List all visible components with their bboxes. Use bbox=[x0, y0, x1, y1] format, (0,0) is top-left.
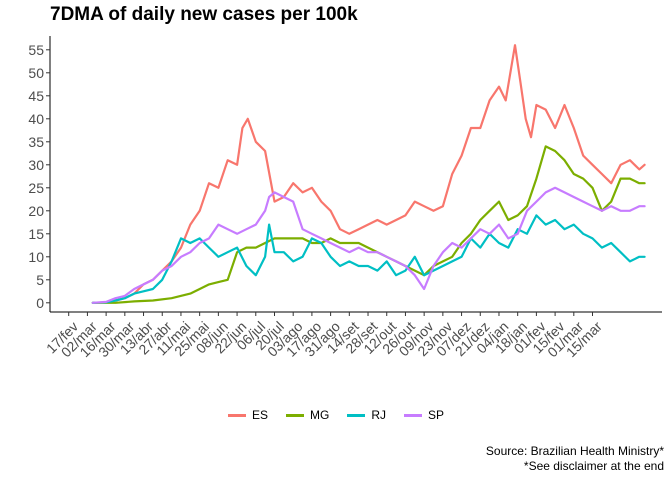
series-line-rj bbox=[91, 214, 646, 304]
y-tick-label: 25 bbox=[28, 180, 44, 196]
series-line-sp bbox=[91, 186, 646, 304]
caption-disclaimer: *See disclaimer at the end bbox=[523, 459, 664, 473]
y-tick-label: 0 bbox=[36, 295, 44, 311]
y-tick-label: 20 bbox=[28, 203, 44, 219]
legend-item-rj: RJ bbox=[347, 408, 386, 422]
y-tick-label: 55 bbox=[28, 42, 44, 58]
legend-label-es: ES bbox=[251, 408, 268, 422]
y-tick-label: 10 bbox=[28, 249, 44, 265]
legend: ES MG RJ SP bbox=[0, 408, 672, 422]
legend-swatch-sp bbox=[404, 413, 422, 417]
y-axis: 0 5 10 15 20 25 30 35 40 45 50 55 bbox=[28, 36, 51, 312]
legend-swatch-rj bbox=[347, 413, 366, 417]
caption-source: Source: Brazilian Health Ministry* bbox=[485, 444, 664, 458]
legend-label-rj: RJ bbox=[371, 408, 386, 422]
legend-label-mg: MG bbox=[309, 408, 330, 422]
y-tick-label: 5 bbox=[36, 272, 44, 288]
legend-swatch-mg bbox=[285, 413, 304, 417]
y-tick-label: 15 bbox=[28, 226, 44, 242]
series-line-es bbox=[91, 44, 646, 304]
legend-item-mg: MG bbox=[285, 408, 330, 422]
chart-title: 7DMA of daily new cases per 100k bbox=[50, 4, 358, 25]
legend-label-sp: SP bbox=[428, 408, 445, 422]
legend-swatch-es bbox=[227, 413, 246, 417]
y-tick-label: 30 bbox=[28, 157, 44, 173]
chart-svg: 0 5 10 15 20 25 30 35 40 45 50 55 17/fev02/mar16/ma… bbox=[28, 36, 662, 360]
legend-item-es: ES bbox=[227, 408, 268, 422]
y-tick-label: 45 bbox=[28, 88, 44, 104]
x-axis: 17/fev02/mar16/mar30/mar13/abr27/abr11/m… bbox=[43, 311, 662, 360]
series-layer bbox=[91, 44, 646, 304]
y-tick-label: 50 bbox=[28, 65, 44, 81]
caption: Source: Brazilian Health Ministry* *See … bbox=[486, 444, 664, 474]
y-tick-label: 40 bbox=[28, 111, 44, 127]
legend-item-sp: SP bbox=[404, 408, 444, 422]
y-tick-label: 35 bbox=[28, 134, 44, 150]
